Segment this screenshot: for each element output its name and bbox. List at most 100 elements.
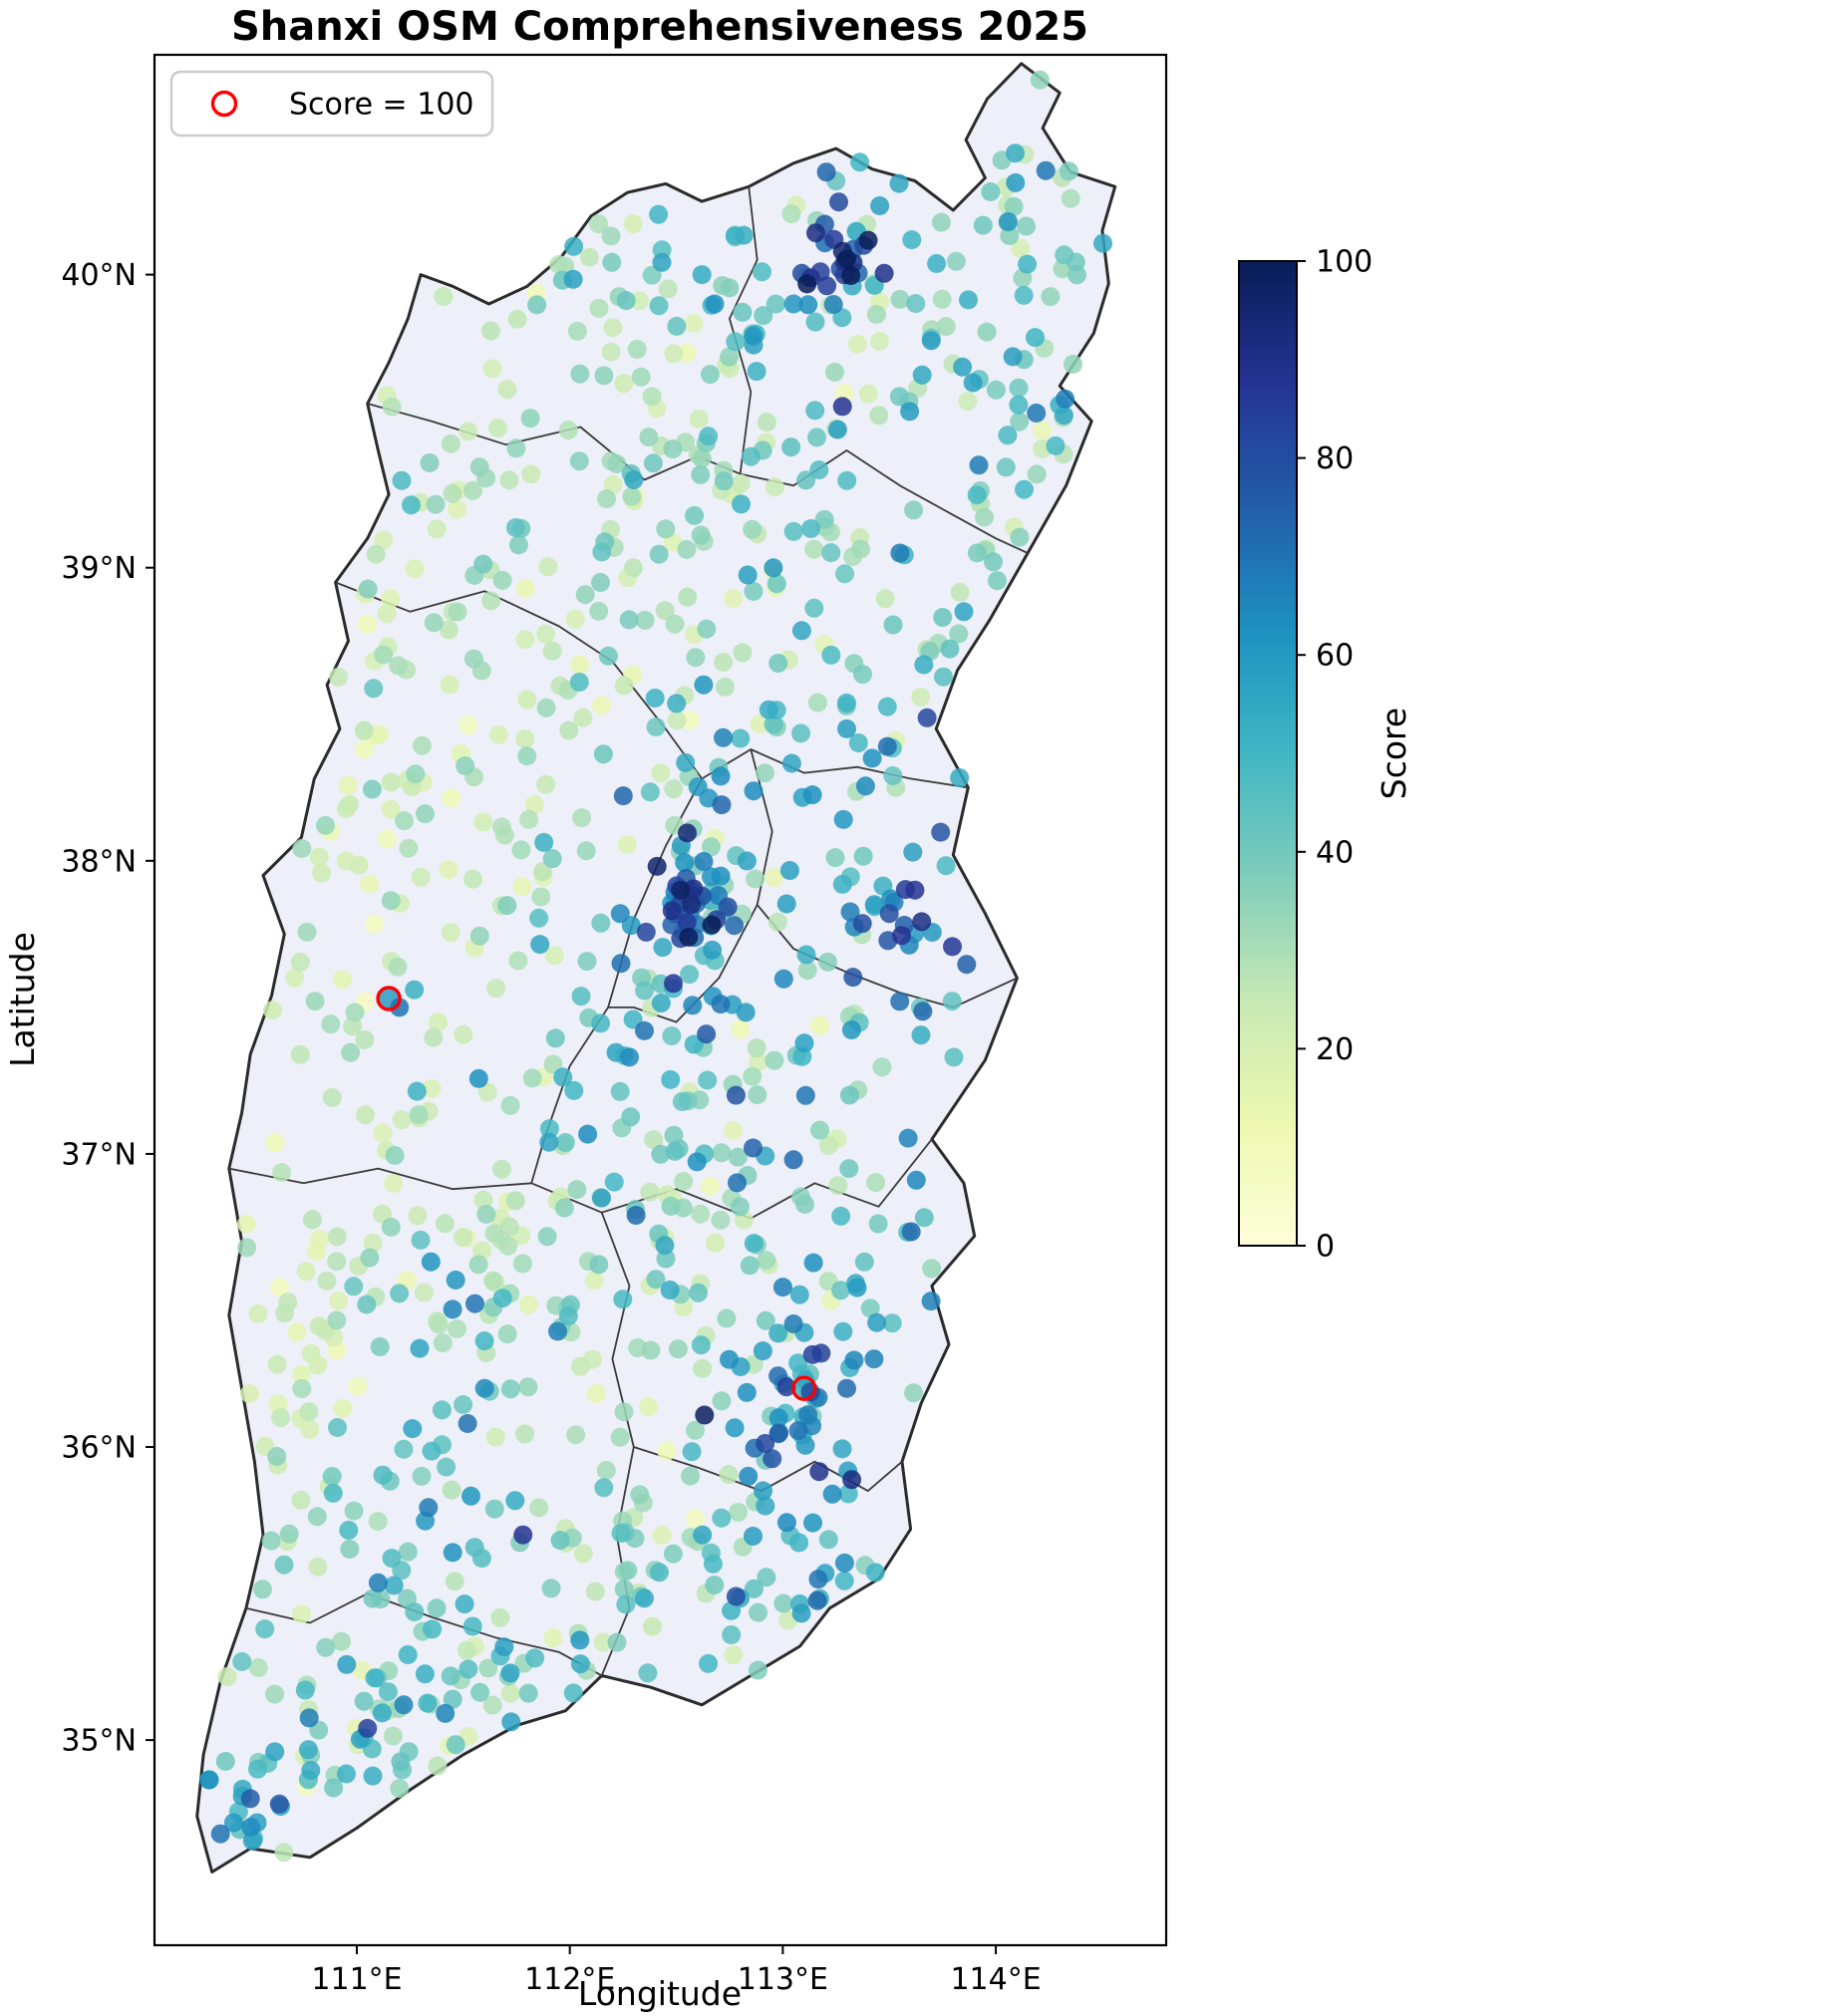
scatter-point	[553, 1067, 573, 1087]
scatter-point	[932, 289, 952, 309]
scatter-point	[589, 214, 609, 234]
scatter-point	[292, 1604, 311, 1624]
scatter-point	[779, 861, 799, 880]
scatter-point	[586, 1384, 606, 1403]
scatter-point	[765, 868, 783, 887]
scatter-point	[322, 1087, 342, 1107]
scatter-point	[498, 1236, 518, 1256]
scatter-point	[892, 926, 911, 946]
colorbar: 0 20 40 60 80 100	[1238, 245, 1373, 1265]
scatter-point	[757, 1251, 776, 1271]
colorbar-tick-label: 40	[1316, 835, 1354, 870]
scatter-point	[746, 869, 765, 889]
scatter-point	[889, 173, 909, 193]
scatter-point	[483, 1271, 503, 1291]
scatter-point	[677, 539, 697, 559]
scatter-point	[998, 212, 1018, 231]
scatter-point	[569, 673, 589, 692]
scatter-point	[728, 1147, 748, 1167]
scatter-point	[296, 1262, 316, 1282]
scatter-point	[847, 1278, 867, 1297]
scatter-point	[694, 852, 714, 871]
scatter-point	[285, 968, 305, 988]
scatter-point	[344, 1277, 364, 1296]
scatter-point	[917, 708, 937, 727]
scatter-point	[686, 648, 706, 668]
scatter-point	[848, 334, 867, 354]
y-tick-label: 35°N	[61, 1724, 137, 1759]
scatter-point	[757, 1568, 776, 1587]
scatter-point	[591, 573, 610, 592]
scatter-point	[741, 446, 761, 466]
scatter-point	[677, 344, 697, 363]
scatter-point	[931, 822, 951, 842]
scatter-point	[569, 451, 589, 471]
scatter-point	[675, 853, 695, 873]
scatter-point	[764, 558, 783, 578]
scatter-point	[441, 923, 460, 943]
scatter-point	[297, 922, 317, 942]
scatter-point	[803, 1253, 823, 1273]
scatter-point	[814, 509, 834, 529]
scatter-point	[427, 1598, 447, 1618]
scatter-point	[255, 1619, 275, 1639]
scatter-point	[998, 426, 1018, 445]
scatter-point	[981, 182, 1001, 201]
scatter-point	[818, 1135, 838, 1155]
scatter-point	[763, 1449, 782, 1469]
scatter-point	[686, 1420, 705, 1440]
scatter-point	[573, 708, 593, 727]
scatter-point	[818, 1530, 838, 1550]
x-tick-label: 112°E	[524, 1962, 615, 1997]
scatter-point	[488, 419, 507, 438]
scatter-point	[422, 1078, 442, 1098]
scatter-point	[825, 362, 844, 382]
scatter-point	[711, 766, 731, 786]
scatter-point	[477, 1082, 497, 1102]
scatter-point	[468, 1068, 488, 1088]
scatter-point	[949, 624, 969, 644]
scatter-point	[765, 477, 784, 497]
score100-marker	[376, 986, 402, 1011]
scatter-point	[912, 365, 932, 385]
scatter-point	[439, 860, 459, 880]
scatter-point	[757, 413, 776, 432]
scatter-point	[566, 1425, 586, 1445]
scatter-point	[691, 464, 711, 484]
scatter-point	[603, 474, 623, 494]
scatter-point	[339, 794, 359, 814]
scatter-point	[584, 1271, 604, 1291]
scatter-point	[1027, 404, 1047, 423]
scatter-point	[1003, 347, 1023, 367]
scatter-point	[720, 278, 740, 298]
scatter-point	[954, 602, 974, 622]
scatter-point	[406, 764, 426, 784]
scatter-point	[821, 543, 841, 563]
scatter-point	[348, 1376, 368, 1396]
scatter-point	[697, 619, 717, 639]
scatter-point	[644, 1130, 664, 1150]
scatter-point	[724, 1645, 744, 1665]
scatter-point	[381, 891, 401, 911]
scatter-point	[904, 1383, 924, 1403]
scatter-point	[730, 1197, 750, 1217]
scatter-point	[292, 839, 312, 858]
scatter-point	[726, 332, 746, 352]
scatter-point	[301, 1761, 321, 1780]
scatter-point	[610, 1081, 630, 1101]
scatter-point	[536, 624, 556, 644]
scatter-point	[759, 700, 778, 720]
scatter-point	[267, 1447, 287, 1466]
scatter-point	[803, 1513, 822, 1533]
scatter-point	[463, 480, 482, 500]
scatter-point	[959, 290, 978, 310]
scatter-point	[904, 500, 924, 520]
scatter-point	[497, 1324, 517, 1344]
scatter-point	[646, 1270, 666, 1290]
scatter-point	[747, 362, 766, 382]
scatter-point	[816, 162, 836, 182]
scatter-point	[363, 1233, 383, 1253]
scatter-point	[563, 269, 583, 289]
scatter-point	[636, 922, 656, 942]
scatter-point	[441, 1666, 460, 1686]
